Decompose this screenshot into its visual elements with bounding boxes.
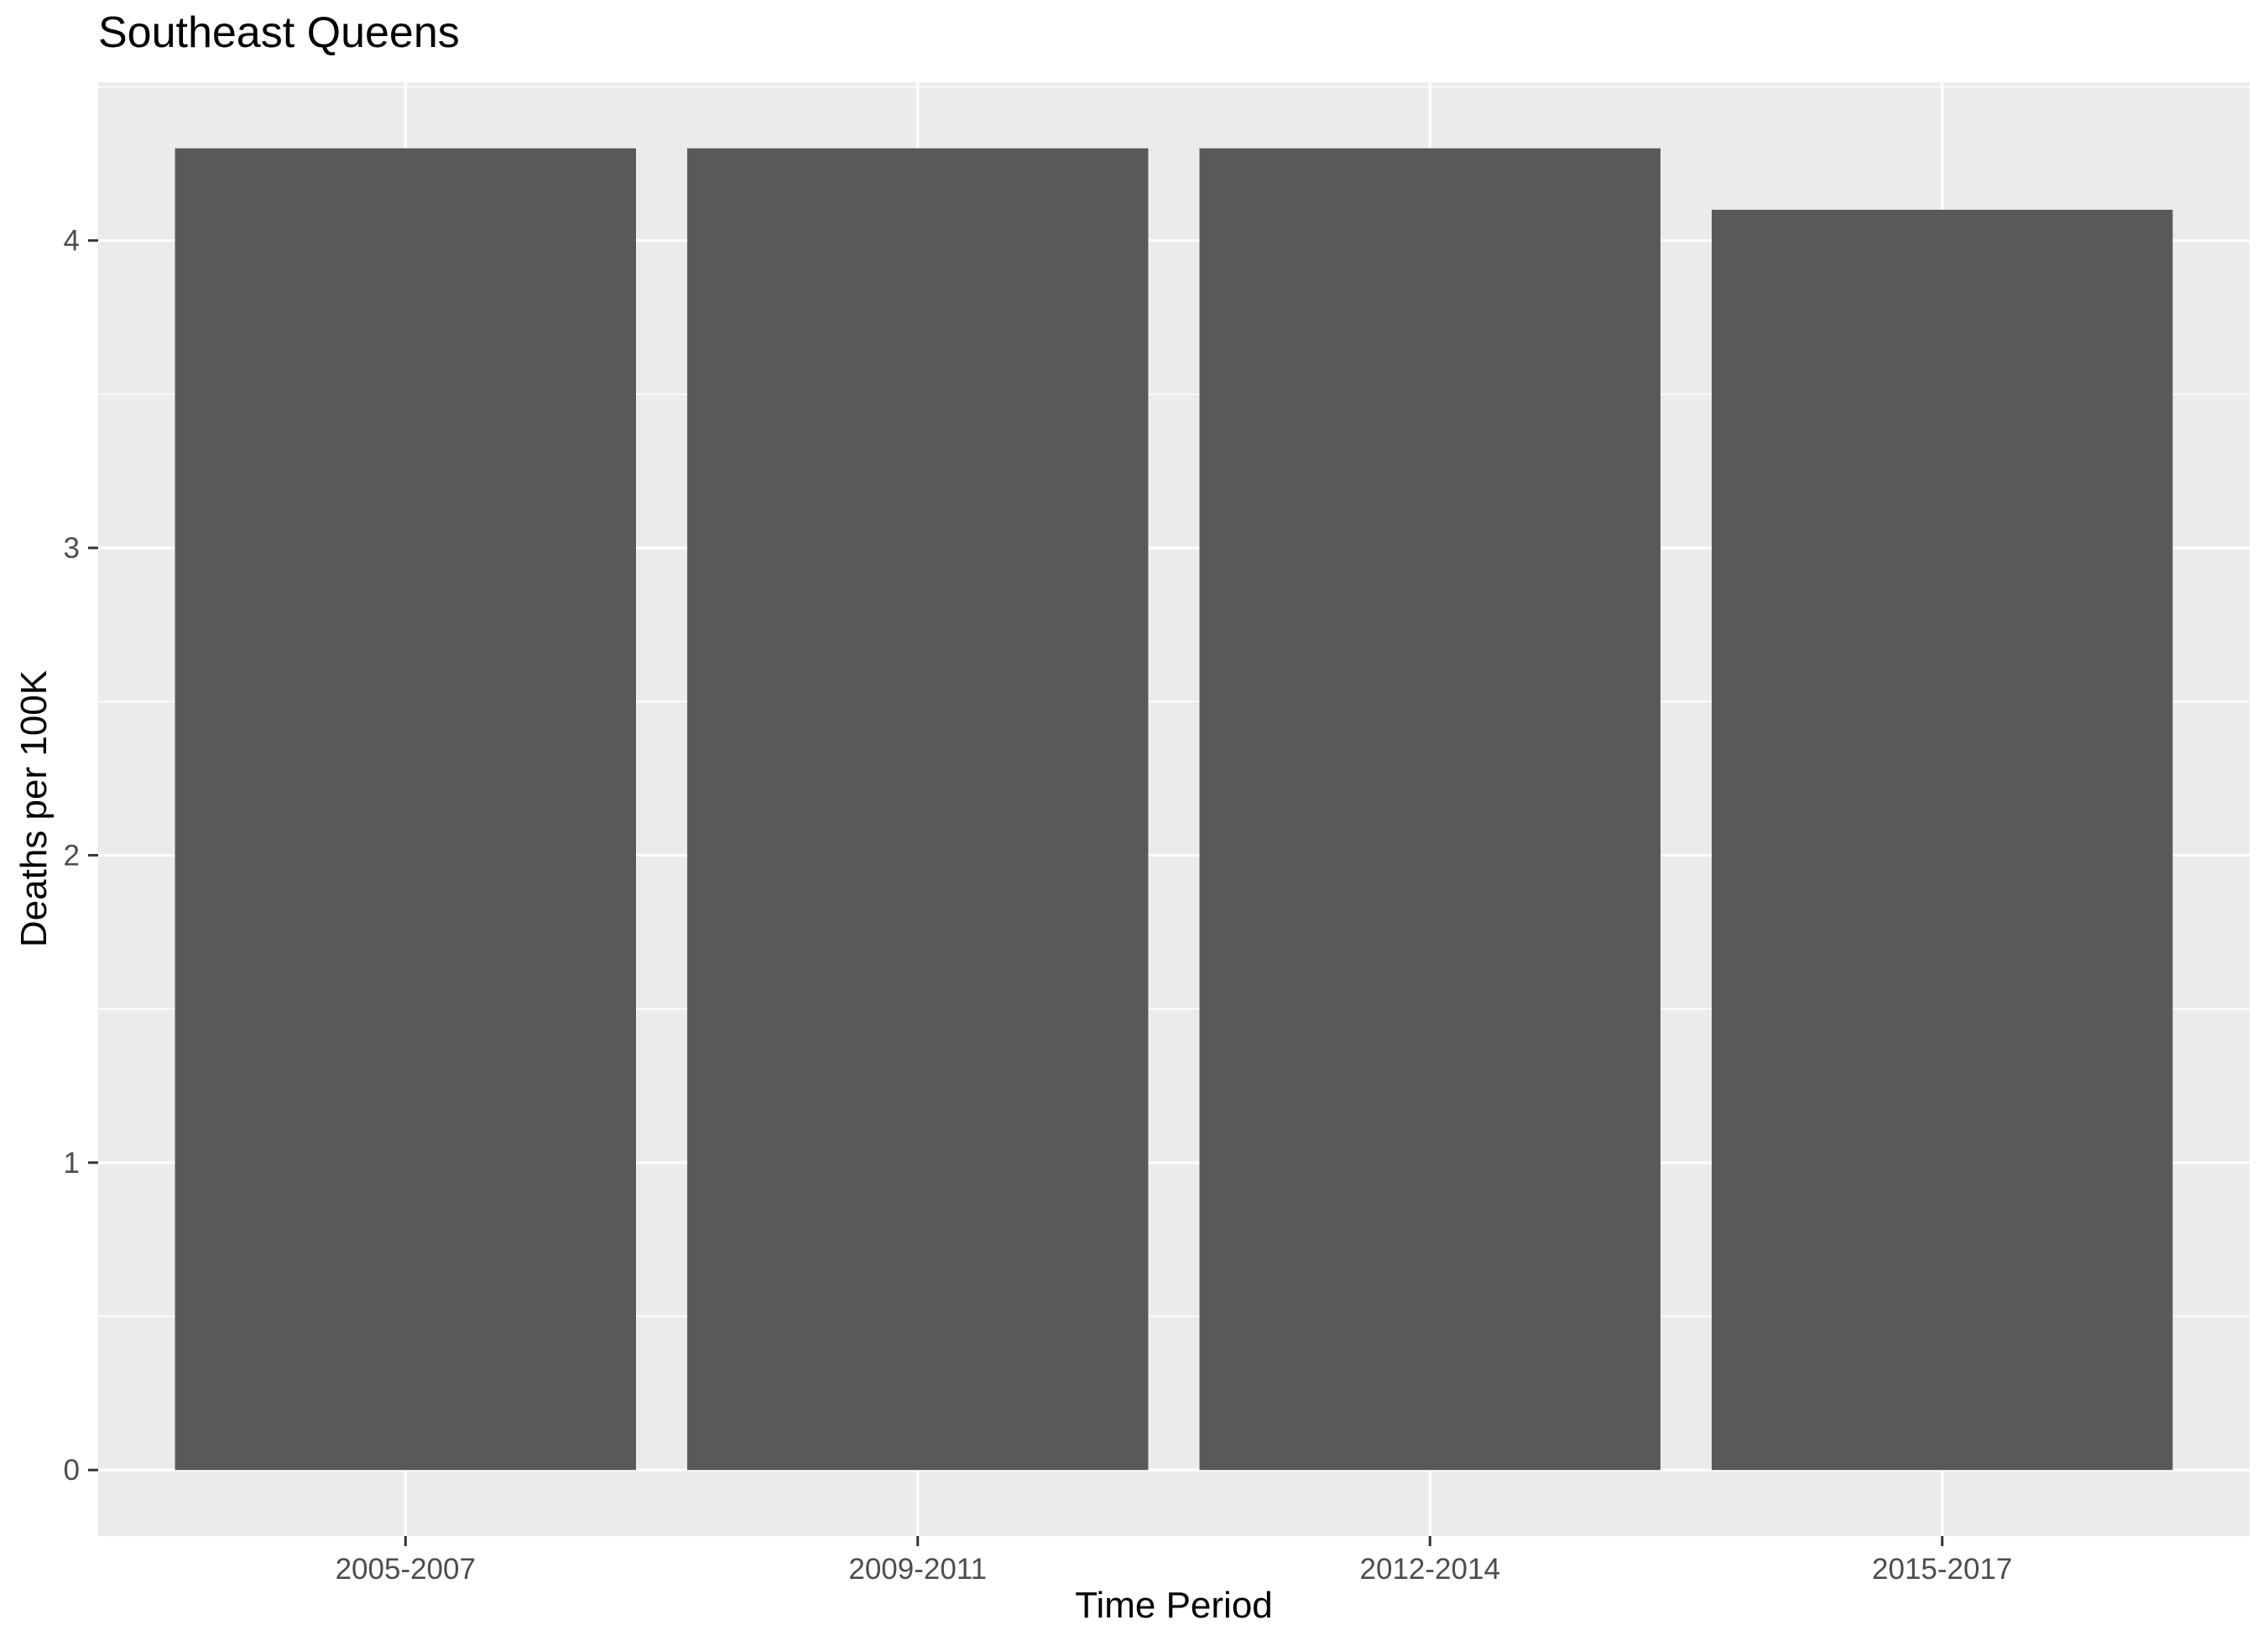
x-tick-label: 2012-2014: [1360, 1553, 1500, 1586]
bar-2005-2007: [175, 148, 637, 1471]
bar-2012-2014: [1199, 148, 1661, 1471]
x-axis: 2005-2007 2009-2011 2012-2014 2015-2017: [336, 1536, 2012, 1586]
y-axis: 0 1 2 3 4: [64, 225, 98, 1487]
y-tick-label: 3: [64, 532, 80, 565]
y-axis-title: Deaths per 100K: [13, 670, 55, 947]
x-tick-label: 2005-2007: [336, 1553, 476, 1586]
x-tick-label: 2009-2011: [848, 1553, 987, 1586]
y-tick-label: 1: [64, 1147, 80, 1180]
bar-2009-2011: [687, 148, 1149, 1471]
x-tick-label: 2015-2017: [1872, 1553, 2012, 1586]
bars: [175, 148, 2173, 1471]
y-tick-label: 0: [64, 1454, 80, 1487]
bar-2015-2017: [1712, 210, 2173, 1471]
y-tick-label: 2: [64, 839, 80, 872]
y-tick-label: 4: [64, 225, 80, 258]
chart-title: Southeast Queens: [98, 8, 460, 57]
x-axis-title: Time Period: [1075, 1585, 1273, 1626]
